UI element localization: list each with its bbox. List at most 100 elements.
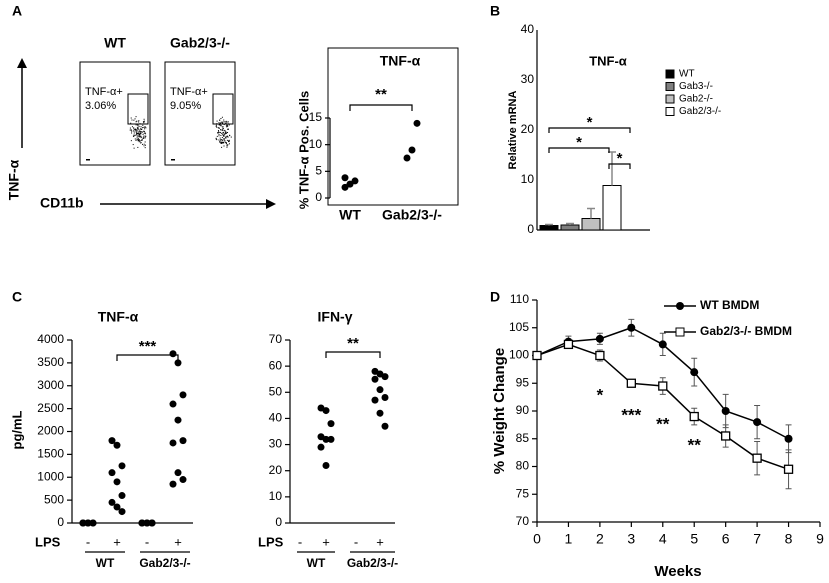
event xyxy=(218,131,220,133)
y-tick-label: 95 xyxy=(516,375,530,389)
group-label: Gab2/3-/- xyxy=(139,556,190,570)
event xyxy=(136,138,138,140)
event xyxy=(228,139,230,141)
event xyxy=(138,121,140,123)
data-point xyxy=(784,434,793,443)
significance: *** xyxy=(621,405,641,424)
data-point xyxy=(626,378,636,388)
significance: *** xyxy=(139,338,157,355)
flow-events xyxy=(86,116,232,161)
event xyxy=(216,123,218,125)
event xyxy=(138,120,140,122)
data-point xyxy=(376,409,384,417)
data-point xyxy=(179,476,187,484)
y-tick-label: 0 xyxy=(57,515,64,529)
significance: ** xyxy=(656,414,670,433)
bracket xyxy=(325,351,381,358)
y-tick-label: 70 xyxy=(269,332,283,346)
y-tick-label: 1000 xyxy=(37,469,64,483)
y-tick-label: 5 xyxy=(315,164,322,178)
chart-title: TNF-α xyxy=(98,309,139,325)
data-point xyxy=(322,407,330,415)
group-label: WT xyxy=(96,556,115,570)
event xyxy=(223,135,225,137)
event xyxy=(130,117,132,119)
data-point xyxy=(403,154,411,162)
y-tick-label: 30 xyxy=(269,437,283,451)
bar xyxy=(602,185,622,231)
event xyxy=(222,126,224,128)
event xyxy=(129,127,131,129)
event xyxy=(135,121,137,123)
data-point xyxy=(563,339,574,350)
event xyxy=(227,128,229,130)
event xyxy=(220,125,222,127)
event xyxy=(222,129,224,131)
event xyxy=(216,139,218,141)
event xyxy=(144,128,146,130)
event xyxy=(219,123,221,125)
data-point xyxy=(689,411,699,422)
flow-title: Gab2/3-/- xyxy=(170,35,230,51)
data-point xyxy=(346,180,354,188)
data-point xyxy=(174,469,182,477)
event xyxy=(224,140,226,142)
event xyxy=(137,138,139,140)
x-axis-label: LPS xyxy=(258,534,284,549)
significance: ** xyxy=(347,335,359,352)
event xyxy=(216,120,218,122)
event xyxy=(137,133,139,135)
y-axis-label: Relative mRNA xyxy=(507,91,519,170)
x-axis-label: Weeks xyxy=(654,563,701,580)
data-point xyxy=(327,435,335,443)
event xyxy=(223,145,225,147)
event xyxy=(227,121,229,123)
event xyxy=(216,123,218,125)
event xyxy=(220,129,222,131)
data-point xyxy=(753,418,762,427)
event xyxy=(227,125,229,127)
event xyxy=(140,135,142,137)
event xyxy=(141,139,143,141)
event xyxy=(222,128,224,130)
data-point xyxy=(174,416,182,424)
event xyxy=(226,146,228,148)
data-point xyxy=(179,437,187,445)
data-point xyxy=(322,461,330,469)
event xyxy=(218,133,220,135)
data-point xyxy=(169,439,177,447)
event xyxy=(137,125,139,127)
event xyxy=(226,135,228,137)
y-tick-label: 85 xyxy=(516,431,530,445)
event xyxy=(221,137,223,139)
event xyxy=(223,134,225,136)
bracket xyxy=(548,147,610,153)
bracket xyxy=(116,354,179,361)
event xyxy=(228,140,230,142)
significance: * xyxy=(617,150,623,167)
event xyxy=(134,134,136,136)
data-point xyxy=(413,119,421,127)
event xyxy=(225,142,227,144)
y-tick-label: 40 xyxy=(269,411,283,425)
data-point xyxy=(721,407,730,415)
event xyxy=(225,123,227,125)
y-tick-label: 40 xyxy=(521,22,535,36)
event xyxy=(138,130,140,132)
event xyxy=(138,139,140,141)
data-point xyxy=(108,498,116,506)
event xyxy=(134,118,136,120)
event xyxy=(135,139,137,141)
event xyxy=(144,144,146,146)
legend-swatch xyxy=(665,69,675,79)
error-bar xyxy=(545,223,553,226)
data-point xyxy=(690,368,699,377)
event xyxy=(139,135,141,137)
event xyxy=(141,127,143,129)
arrow-head xyxy=(17,58,27,68)
event xyxy=(222,134,224,136)
event xyxy=(144,132,146,134)
event xyxy=(226,124,228,126)
event xyxy=(144,126,146,128)
